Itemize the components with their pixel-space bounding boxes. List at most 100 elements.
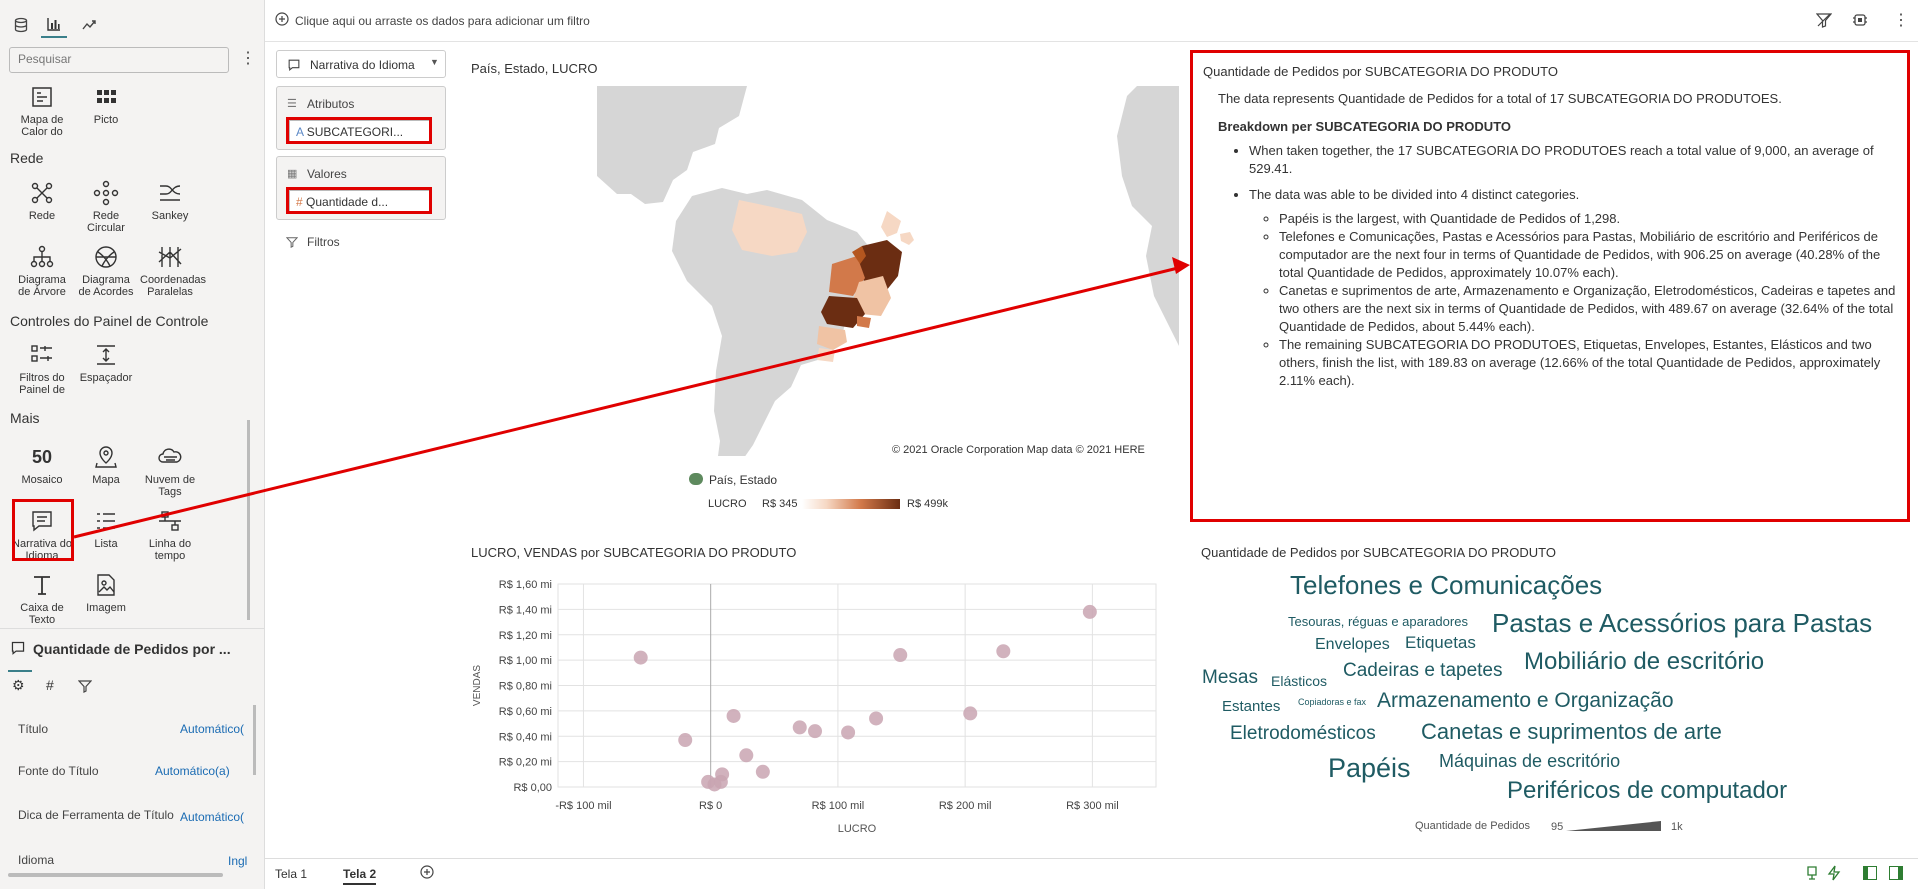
- tag-word[interactable]: Armazenamento e Organização: [1377, 689, 1674, 712]
- search-input[interactable]: Pesquisar: [9, 47, 229, 73]
- map-legend-layer: País, Estado: [709, 473, 778, 487]
- horizontal-scrollbar[interactable]: [8, 873, 223, 877]
- scatter-point[interactable]: [963, 706, 978, 721]
- presentation-icon[interactable]: [1805, 865, 1819, 884]
- tag-word[interactable]: Canetas e suprimentos de arte: [1421, 719, 1722, 744]
- viz-tree-diagram[interactable]: Diagrama de Árvore: [12, 244, 72, 298]
- more-options-icon[interactable]: ⋮: [1893, 12, 1909, 29]
- scrollbar[interactable]: [253, 705, 256, 775]
- viz-type-dropdown[interactable]: Narrativa do Idioma ▼: [276, 50, 446, 78]
- viz-heatmap[interactable]: Mapa de Calor do: [12, 84, 72, 138]
- viz-spacer[interactable]: Espaçador: [76, 342, 136, 384]
- tagcloud-legend-max: 1k: [1671, 821, 1683, 833]
- tag-word[interactable]: Eletrodomésticos: [1230, 723, 1376, 744]
- layout-right-icon[interactable]: [1889, 866, 1903, 880]
- prop-tooltip-value[interactable]: Automático(: [180, 810, 245, 824]
- language-narrative[interactable]: Quantidade de Pedidos por SUBCATEGORIA D…: [1190, 50, 1910, 522]
- tag-word[interactable]: Elásticos: [1271, 673, 1328, 689]
- properties-pane: [0, 628, 265, 889]
- scatter-point[interactable]: [726, 708, 741, 723]
- parallel-coordinates-icon: [158, 247, 182, 267]
- viz-circular-network[interactable]: Rede Circular: [76, 180, 136, 234]
- text-box-icon: [34, 576, 50, 595]
- prop-language-value[interactable]: Ingl: [228, 854, 248, 868]
- viz-label: Nuvem de Tags: [144, 474, 196, 498]
- viz-text-box[interactable]: Caixa de Texto: [12, 572, 72, 626]
- scatter-point[interactable]: [678, 733, 693, 748]
- viz-picto[interactable]: Picto: [76, 84, 136, 126]
- viz-parallel-coordinates[interactable]: Coordenadas Paralelas: [140, 244, 206, 298]
- region-rio: [857, 316, 871, 328]
- scatter-point[interactable]: [841, 725, 856, 740]
- tag-word[interactable]: Etiquetas: [1405, 633, 1476, 652]
- auto-apply-icon[interactable]: [1827, 865, 1841, 884]
- scatter-point[interactable]: [715, 767, 730, 782]
- viz-chord-diagram[interactable]: Diagrama de Acordes: [76, 244, 136, 298]
- data-tab-icon[interactable]: [8, 12, 34, 38]
- tag-word[interactable]: Copiadoras e fax: [1298, 697, 1367, 707]
- filter-icon[interactable]: [77, 679, 93, 696]
- scatter-plot[interactable]: R$ 0,00 R$ 0,20 mi R$ 0,40 mi R$ 0,60 mi R$ …: [468, 570, 1168, 840]
- add-canvas-icon[interactable]: [420, 865, 434, 882]
- highlight-narrative-item: [12, 499, 74, 561]
- list-icon: [97, 513, 115, 529]
- narrative-title: Quantidade de Pedidos por SUBCATEGORIA D…: [1203, 64, 1558, 79]
- viz-dashboard-filters[interactable]: Filtros do Painel de: [12, 342, 72, 396]
- tag-word[interactable]: Estantes: [1222, 698, 1281, 715]
- tag-word[interactable]: Periféricos de computador: [1507, 777, 1788, 804]
- scatter-point[interactable]: [1082, 604, 1097, 619]
- scatter-point[interactable]: [633, 650, 648, 665]
- tag-word[interactable]: Máquinas de escritório: [1439, 751, 1621, 771]
- viz-image[interactable]: Imagem: [76, 572, 136, 614]
- gear-icon[interactable]: ⚙: [12, 677, 25, 693]
- tag-word[interactable]: Envelopes: [1315, 636, 1390, 653]
- layer-icon: [689, 473, 703, 485]
- tag-word[interactable]: Pastas e Acessórios para Pastas: [1492, 608, 1873, 638]
- filtros-label[interactable]: Filtros: [307, 235, 340, 249]
- tab-tela-1[interactable]: Tela 1: [275, 867, 308, 881]
- value-pill[interactable]: # Quantidade d...: [289, 190, 432, 214]
- measure-type-icon: #: [296, 195, 303, 209]
- scatter-point[interactable]: [893, 648, 908, 663]
- viz-tile[interactable]: 50 Mosaico: [12, 444, 72, 486]
- tag-word[interactable]: Mobiliário de escritório: [1524, 648, 1765, 675]
- map-canvas[interactable]: [597, 86, 1179, 456]
- prop-title-font-value[interactable]: Automático(a): [155, 764, 230, 778]
- tag-word[interactable]: Tesouras, réguas e aparadores: [1288, 614, 1468, 629]
- scrollbar[interactable]: [247, 420, 250, 620]
- x-tick-label: R$ 0: [699, 800, 722, 812]
- settings-icon[interactable]: [1852, 12, 1868, 31]
- viz-network[interactable]: Rede: [12, 180, 72, 222]
- viz-tag-cloud[interactable]: Nuvem de Tags: [140, 444, 200, 498]
- viz-timeline[interactable]: Linha do tempo: [140, 508, 200, 562]
- tag-word[interactable]: Cadeiras e tapetes: [1343, 660, 1503, 681]
- viz-list[interactable]: Lista: [76, 508, 136, 550]
- tag-word[interactable]: Papéis: [1328, 753, 1411, 783]
- filter-toggle-icon[interactable]: [1815, 12, 1833, 31]
- scatter-point[interactable]: [808, 724, 823, 739]
- scatter-point[interactable]: [792, 720, 807, 735]
- visualizations-tab-icon[interactable]: [41, 12, 67, 38]
- scatter-point[interactable]: [739, 748, 754, 763]
- scatter-point[interactable]: [755, 764, 770, 779]
- hash-icon[interactable]: #: [46, 677, 54, 693]
- add-filter-icon[interactable]: [275, 12, 289, 29]
- tag-word[interactable]: Telefones e Comunicações: [1290, 570, 1603, 600]
- viz-label: Linha do tempo: [148, 538, 192, 562]
- viz-label: Sankey: [151, 210, 189, 222]
- more-options-icon[interactable]: ⋮: [240, 50, 256, 67]
- value-pill-label: Quantidade d...: [306, 195, 389, 209]
- scatter-point[interactable]: [869, 711, 884, 726]
- viz-map[interactable]: Mapa: [76, 444, 136, 486]
- x-axis-label: LUCRO: [838, 823, 877, 835]
- highlight-attribute-pill: [286, 117, 432, 144]
- layout-left-icon[interactable]: [1863, 866, 1877, 880]
- viz-sankey[interactable]: Sankey: [140, 180, 200, 222]
- land-north-america: [597, 86, 747, 204]
- prop-title-value[interactable]: Automático(: [180, 722, 245, 736]
- tab-tela-2[interactable]: Tela 2: [343, 867, 377, 885]
- filter-hint[interactable]: Clique aqui ou arraste os dados para adi…: [295, 14, 590, 28]
- analytics-tab-icon[interactable]: [76, 12, 102, 38]
- tag-word[interactable]: Mesas: [1202, 667, 1258, 688]
- scatter-point[interactable]: [996, 644, 1011, 659]
